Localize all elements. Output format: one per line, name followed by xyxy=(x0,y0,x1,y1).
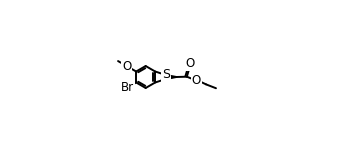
Text: O: O xyxy=(185,57,194,71)
Text: O: O xyxy=(122,59,131,73)
Text: O: O xyxy=(192,74,201,87)
Text: Br: Br xyxy=(121,81,134,94)
Text: S: S xyxy=(162,68,170,81)
